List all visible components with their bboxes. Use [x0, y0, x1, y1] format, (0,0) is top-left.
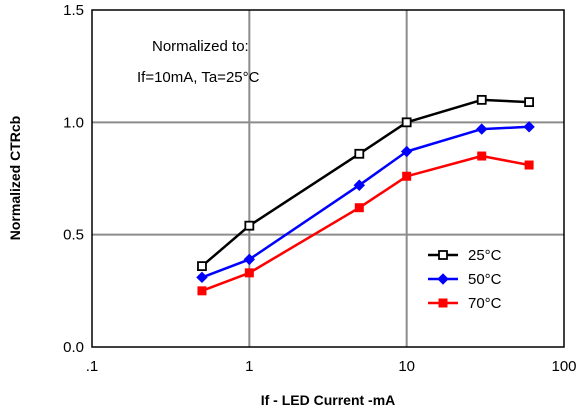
data-point — [524, 160, 534, 170]
data-point — [243, 253, 256, 266]
series-line — [201, 125, 530, 279]
legend-label: 70°C — [468, 295, 502, 312]
data-point — [197, 286, 207, 296]
legend-item: 50°C — [428, 271, 502, 288]
y-tick-label: 0.5 — [63, 227, 84, 244]
legend-item: 25°C — [428, 247, 502, 264]
legend-label: 50°C — [468, 271, 502, 288]
data-point — [476, 94, 487, 105]
series-line — [201, 98, 530, 268]
data-point — [197, 261, 207, 272]
data-point — [476, 123, 488, 135]
x-tick-label: 100 — [551, 358, 576, 375]
series-50Cc — [196, 121, 535, 284]
plot-frame — [91, 9, 565, 348]
y-tick-label: 0.0 — [63, 339, 84, 356]
data-point — [523, 121, 535, 133]
x-tick-label: 10 — [398, 358, 415, 375]
x-tick-label: 1 — [245, 358, 253, 375]
legend-item: 70°C — [428, 295, 502, 312]
series-25Cc — [197, 94, 534, 272]
legend-label: 25°C — [468, 247, 502, 264]
data-point — [401, 117, 412, 128]
tick-labels: .1 1 10 100 0.0 0.5 1.0 1.5 — [63, 2, 576, 375]
legend-marker — [438, 250, 448, 260]
grid-lines — [92, 10, 564, 347]
data-point — [354, 203, 364, 213]
annotation-line-2: If=10mA, Ta=25°C — [137, 69, 260, 86]
annotation-line-1: Normalized to: — [152, 38, 249, 55]
data-series — [196, 94, 535, 296]
data-point — [244, 268, 254, 278]
legend-background — [418, 240, 530, 322]
y-axis-label: Normalized CTRcb — [7, 116, 23, 240]
y-tick-label: 1.0 — [63, 114, 84, 131]
data-point — [196, 271, 208, 284]
x-axis-label: If - LED Current -mA — [261, 392, 396, 408]
series-70Cc — [197, 151, 534, 296]
data-point — [402, 171, 412, 181]
legend: 25°C 50°C 70°C — [428, 247, 502, 312]
data-point — [244, 220, 255, 231]
data-point — [477, 151, 487, 161]
data-point — [400, 145, 413, 158]
y-tick-label: 1.5 — [63, 2, 84, 19]
data-point — [524, 97, 534, 108]
series-line — [201, 154, 530, 292]
data-point — [353, 179, 366, 191]
x-tick-label: .1 — [86, 358, 99, 375]
data-point — [354, 148, 365, 159]
legend-marker — [438, 298, 448, 308]
legend-marker — [437, 273, 449, 285]
